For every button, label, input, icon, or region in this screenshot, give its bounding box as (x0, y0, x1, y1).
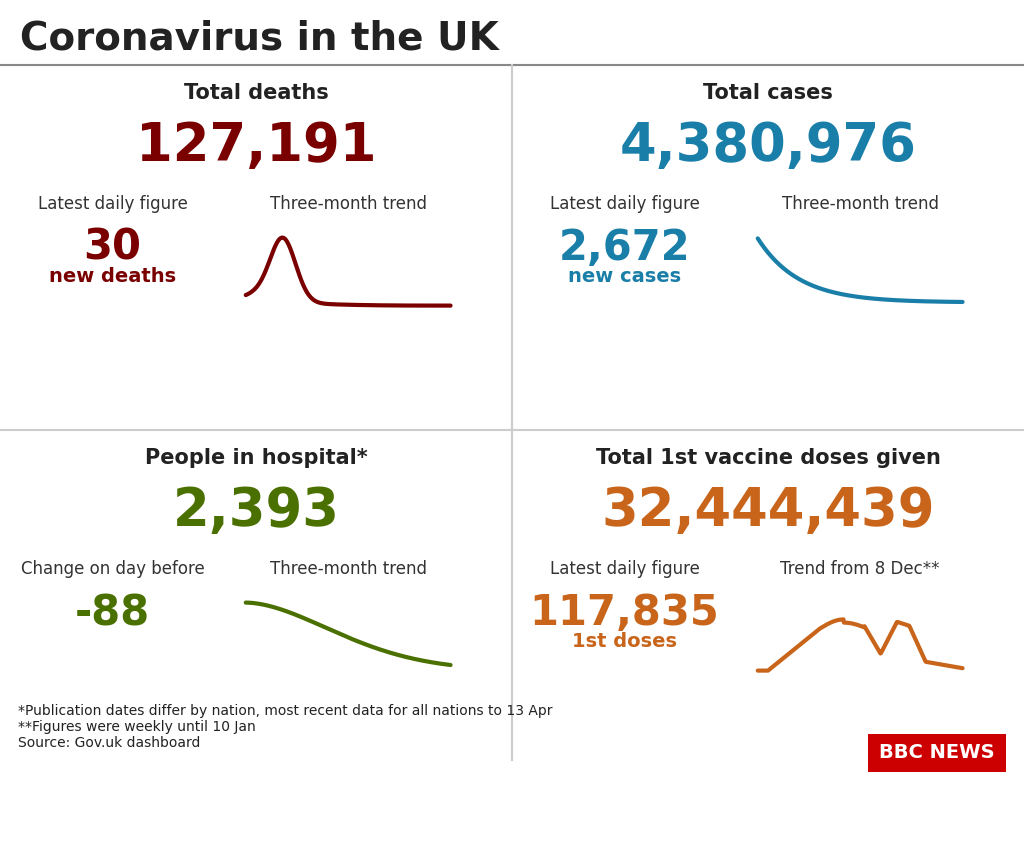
Text: 1st doses: 1st doses (572, 632, 677, 651)
Bar (868, 734, 1006, 772)
Text: -88: -88 (75, 592, 151, 634)
Text: 32,444,439: 32,444,439 (601, 485, 935, 537)
Text: Total deaths: Total deaths (183, 83, 329, 103)
Text: Trend from 8 Dec**: Trend from 8 Dec** (780, 560, 940, 578)
Text: Total 1st vaccine doses given: Total 1st vaccine doses given (596, 448, 940, 468)
Text: Total cases: Total cases (703, 83, 833, 103)
Text: Change on day before: Change on day before (20, 560, 205, 578)
Text: Latest daily figure: Latest daily figure (550, 195, 699, 213)
Text: new cases: new cases (568, 267, 681, 286)
Text: new deaths: new deaths (49, 267, 176, 286)
Text: Coronavirus in the UK: Coronavirus in the UK (20, 20, 499, 58)
Text: Latest daily figure: Latest daily figure (550, 560, 699, 578)
Text: Latest daily figure: Latest daily figure (38, 195, 187, 213)
Text: Three-month trend: Three-month trend (269, 560, 427, 578)
Text: 117,835: 117,835 (529, 592, 720, 634)
Text: People in hospital*: People in hospital* (144, 448, 368, 468)
Text: **Figures were weekly until 10 Jan: **Figures were weekly until 10 Jan (18, 720, 256, 734)
Text: 127,191: 127,191 (136, 120, 376, 172)
Text: Three-month trend: Three-month trend (781, 195, 939, 213)
Text: *Publication dates differ by nation, most recent data for all nations to 13 Apr: *Publication dates differ by nation, mos… (18, 704, 553, 718)
Text: 2,672: 2,672 (559, 227, 690, 269)
Text: Three-month trend: Three-month trend (269, 195, 427, 213)
Text: 2,393: 2,393 (172, 485, 340, 537)
Text: Source: Gov.uk dashboard: Source: Gov.uk dashboard (18, 736, 201, 750)
Text: 30: 30 (84, 227, 141, 269)
Text: BBC NEWS: BBC NEWS (880, 744, 994, 762)
Text: 4,380,976: 4,380,976 (620, 120, 916, 172)
